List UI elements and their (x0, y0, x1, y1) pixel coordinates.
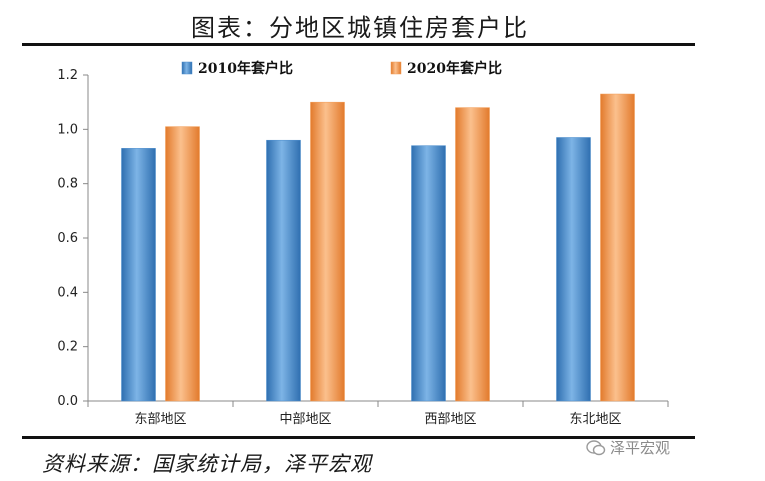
legend: 2010年套户比 2020年套户比 (181, 60, 502, 77)
bar-2020-0 (165, 126, 200, 402)
x-tick-label: 东北地区 (569, 412, 621, 427)
legend-label: 2010年套户比 (198, 60, 293, 77)
y-tick-label: 0.6 (57, 231, 78, 246)
legend-swatch (181, 61, 193, 75)
axes: 0.0 0.2 0.4 0.6 0.8 1.0 1.2 东部地区 中部地区 西部地区 东北地区 (57, 68, 669, 427)
y-tick-label: 0.0 (57, 394, 78, 409)
bar-2020-3 (600, 93, 635, 402)
y-tick-label: 1.0 (57, 122, 78, 137)
y-tick-label: 0.8 (57, 177, 78, 192)
watermark-text: 泽平宏观 (610, 439, 671, 457)
source-note: 资料来源：国家统计局，泽平宏观 (42, 452, 372, 476)
legend-label: 2020年套户比 (407, 60, 502, 77)
chart-title: 图表：分地区城镇住房套户比 (191, 14, 529, 42)
bar-2010-2 (411, 145, 446, 402)
y-tick-label: 0.2 (57, 340, 78, 355)
bars (121, 93, 635, 402)
watermark: 泽平宏观 (586, 437, 670, 458)
y-tick-label: 0.4 (57, 285, 78, 300)
bar-2020-2 (455, 107, 490, 402)
top-rule (22, 43, 695, 46)
bar-2010-1 (266, 139, 301, 402)
bar-2010-3 (556, 137, 591, 402)
x-tick-label: 东部地区 (134, 412, 186, 427)
wechat-icon (586, 439, 606, 455)
x-tick-label: 西部地区 (424, 412, 476, 427)
bottom-rule (22, 436, 695, 439)
y-tick-label: 1.2 (57, 68, 78, 83)
bar-2010-0 (121, 148, 156, 402)
bar-2020-1 (310, 101, 345, 402)
bar-chart: 2010年套户比 2020年套户比 0.0 0.2 0.4 0.6 0.8 1.0 1.2 东部… (57, 60, 669, 427)
x-tick-label: 中部地区 (279, 412, 331, 427)
legend-swatch (390, 61, 402, 75)
